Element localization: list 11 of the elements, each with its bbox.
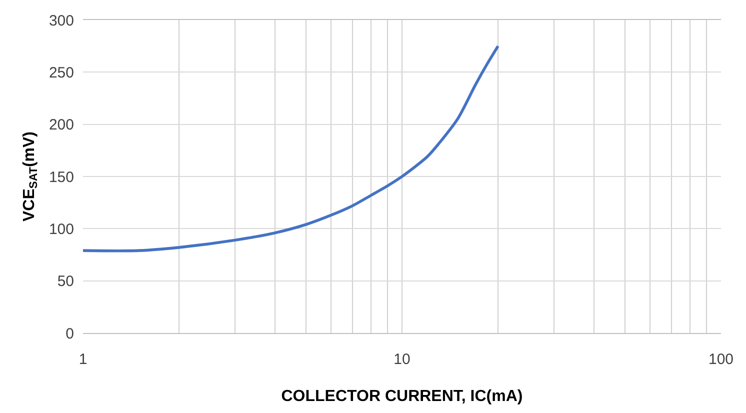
- y-tick-label: 100: [48, 220, 74, 238]
- y-tick-label: 150: [48, 168, 74, 186]
- y-tick-label: 250: [48, 64, 74, 82]
- x-tick-label: 100: [708, 351, 734, 368]
- x-tick-label: 1: [78, 351, 88, 368]
- y-tick-label: 200: [48, 116, 74, 134]
- y-tick-label: 300: [48, 12, 74, 30]
- y-tick-label: 0: [66, 325, 74, 342]
- x-tick-label: 10: [394, 351, 410, 368]
- y-tick-label: 50: [57, 273, 74, 290]
- x-axis-title: COLLECTOR CURRENT, IC(mA): [281, 388, 523, 405]
